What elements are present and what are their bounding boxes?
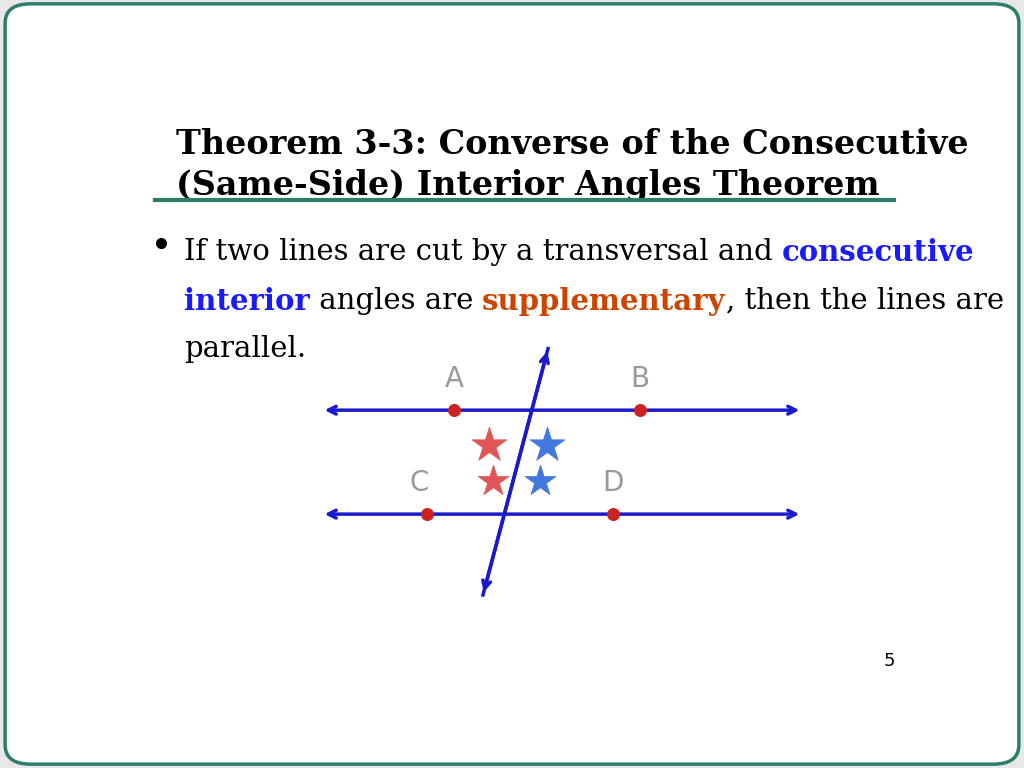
Text: supplementary: supplementary <box>482 287 726 316</box>
Text: , then the lines are: , then the lines are <box>726 287 1004 315</box>
Point <box>485 475 502 488</box>
Text: B: B <box>631 366 650 393</box>
Point <box>540 439 556 452</box>
Text: (Same-Side) Interior Angles Theorem: (Same-Side) Interior Angles Theorem <box>176 169 880 202</box>
Point <box>604 508 621 520</box>
Point <box>446 404 463 416</box>
Point <box>632 404 648 416</box>
Text: Theorem 3-3: Converse of the Consecutive: Theorem 3-3: Converse of the Consecutive <box>176 127 969 161</box>
Text: consecutive: consecutive <box>781 238 974 267</box>
Text: D: D <box>602 469 624 497</box>
Text: If two lines are cut by a transversal and: If two lines are cut by a transversal an… <box>183 238 781 266</box>
Point <box>531 475 548 488</box>
Text: 5: 5 <box>884 652 895 670</box>
Text: A: A <box>444 366 464 393</box>
Text: C: C <box>410 469 429 497</box>
Point <box>419 508 435 520</box>
Text: parallel.: parallel. <box>183 336 306 363</box>
Point <box>480 439 497 452</box>
Text: interior: interior <box>183 287 309 316</box>
Text: angles are: angles are <box>309 287 482 315</box>
